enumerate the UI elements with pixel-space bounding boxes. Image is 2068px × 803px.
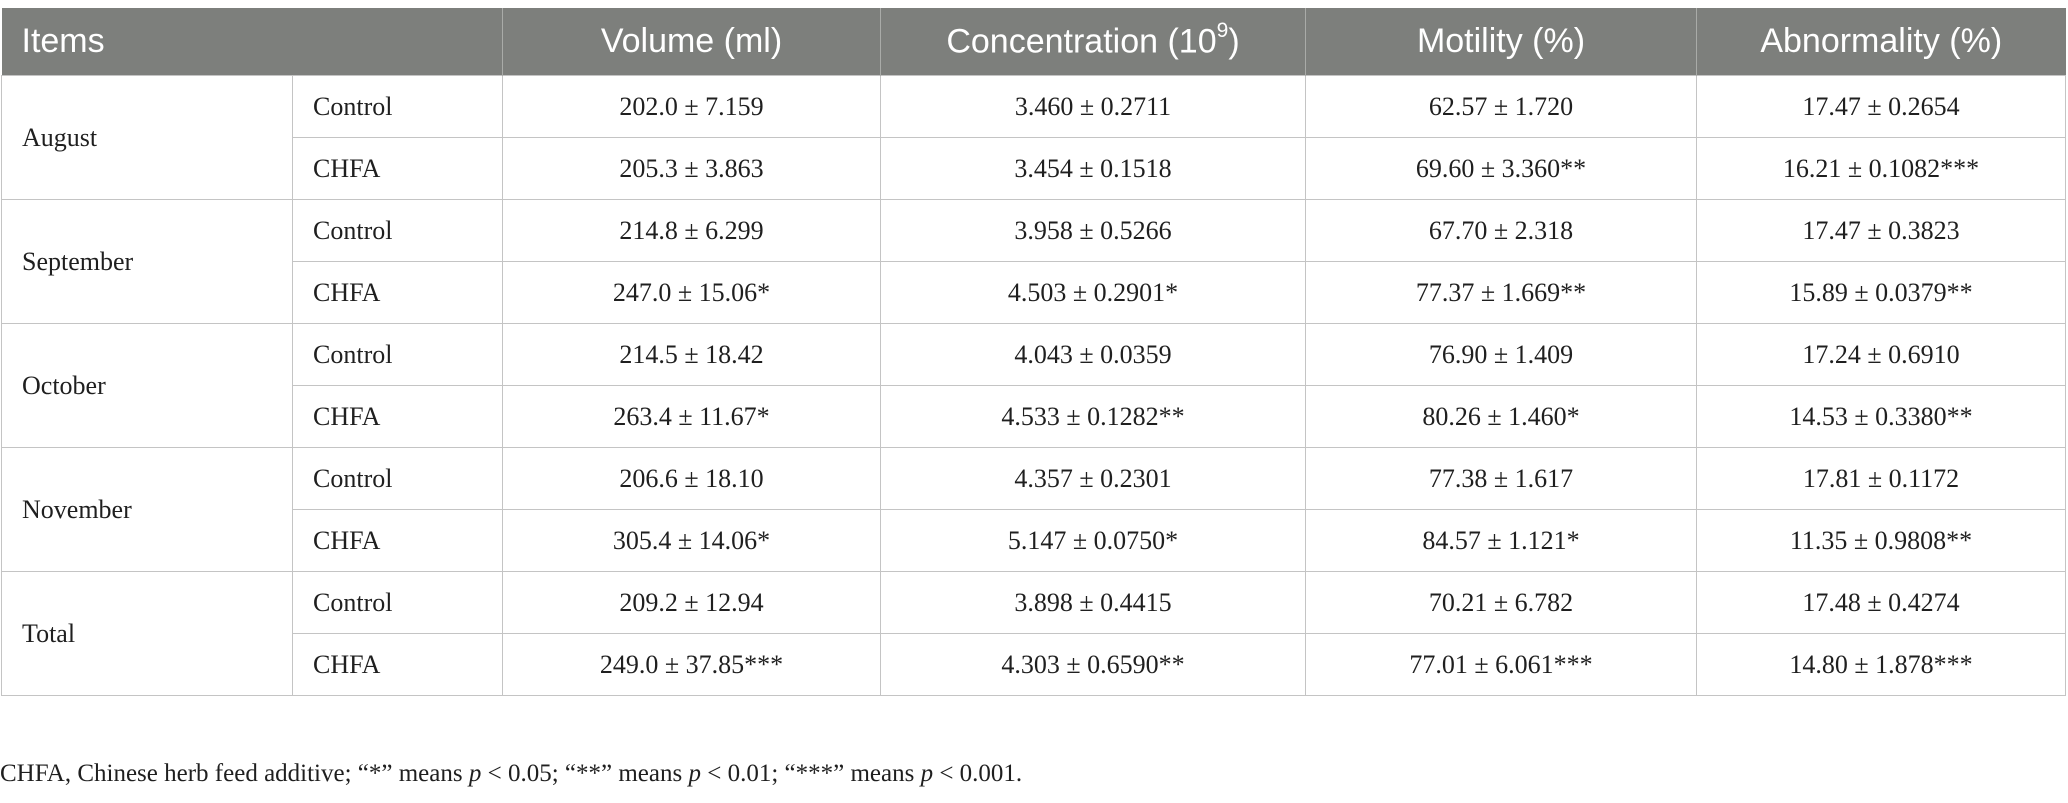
footnote-text-1: CHFA, Chinese herb feed additive; “*” me… [0, 760, 469, 787]
motility-cell: 84.57 ± 1.121* [1305, 509, 1697, 572]
header-motility: Motility (%) [1305, 8, 1697, 76]
concentration-cell: 4.043 ± 0.0359 [880, 323, 1306, 386]
group-cell: Control [292, 75, 503, 138]
motility-cell: 69.60 ± 3.360** [1305, 137, 1697, 200]
concentration-cell: 4.533 ± 0.1282** [880, 385, 1306, 448]
volume-cell: 214.8 ± 6.299 [502, 199, 881, 262]
abnormality-cell: 17.24 ± 0.6910 [1696, 323, 2066, 386]
group-cell: CHFA [292, 261, 503, 324]
month-cell: October [1, 323, 293, 448]
motility-cell: 67.70 ± 2.318 [1305, 199, 1697, 262]
group-cell: CHFA [292, 137, 503, 200]
header-concentration-exponent: 9 [1216, 18, 1229, 42]
month-cell: Total [1, 571, 293, 696]
table-row: October Control 214.5 ± 18.42 4.043 ± 0.… [1, 323, 2066, 448]
concentration-cell: 3.958 ± 0.5266 [880, 199, 1306, 262]
table-row: CHFA 247.0 ± 15.06* 4.503 ± 0.2901* 77.3… [2, 261, 2066, 324]
abnormality-cell: 14.53 ± 0.3380** [1696, 385, 2066, 448]
abnormality-cell: 17.47 ± 0.3823 [1696, 199, 2066, 262]
group-cell: CHFA [292, 385, 503, 448]
abnormality-cell: 17.81 ± 0.1172 [1696, 447, 2066, 510]
volume-cell: 205.3 ± 3.863 [502, 137, 881, 200]
month-cell: September [1, 199, 293, 324]
month-cell: August [1, 75, 293, 200]
motility-cell: 77.38 ± 1.617 [1305, 447, 1697, 510]
footnote-p-2: p [688, 760, 701, 787]
volume-cell: 249.0 ± 37.85*** [502, 633, 881, 696]
table-row: Total Control 209.2 ± 12.94 3.898 ± 0.44… [1, 571, 2066, 696]
volume-cell: 247.0 ± 15.06* [502, 261, 881, 324]
header-concentration-text: Concentration (10 [946, 22, 1217, 61]
month-cell: November [1, 447, 293, 572]
group-cell: CHFA [292, 633, 503, 696]
table-row: November Control 206.6 ± 18.10 4.357 ± 0… [1, 447, 2066, 572]
motility-cell: 70.21 ± 6.782 [1305, 571, 1697, 634]
concentration-cell: 3.898 ± 0.4415 [880, 571, 1306, 634]
motility-cell: 76.90 ± 1.409 [1305, 323, 1697, 386]
group-cell: Control [292, 571, 503, 634]
header-concentration-close: ) [1228, 22, 1240, 61]
group-cell: Control [292, 447, 503, 510]
group-cell: Control [292, 323, 503, 386]
header-abnormality: Abnormality (%) [1696, 8, 2066, 76]
volume-cell: 202.0 ± 7.159 [502, 75, 881, 138]
group-cell: CHFA [292, 509, 503, 572]
table-row: CHFA 205.3 ± 3.863 3.454 ± 0.1518 69.60 … [2, 137, 2066, 200]
abnormality-cell: 14.80 ± 1.878*** [1696, 633, 2066, 696]
footnote-text-3: < 0.01; “***” means [700, 760, 921, 787]
volume-cell: 263.4 ± 11.67* [502, 385, 881, 448]
volume-cell: 214.5 ± 18.42 [502, 323, 881, 386]
motility-cell: 77.37 ± 1.669** [1305, 261, 1697, 324]
abnormality-cell: 17.47 ± 0.2654 [1696, 75, 2066, 138]
table-row: CHFA 249.0 ± 37.85*** 4.303 ± 0.6590** 7… [2, 633, 2066, 696]
volume-cell: 209.2 ± 12.94 [502, 571, 881, 634]
motility-cell: 62.57 ± 1.720 [1305, 75, 1697, 138]
table-row: August Control 202.0 ± 7.159 3.460 ± 0.2… [1, 75, 2066, 200]
header-items: Items [1, 8, 503, 76]
motility-cell: 80.26 ± 1.460* [1305, 385, 1697, 448]
abnormality-cell: 11.35 ± 0.9808** [1696, 509, 2066, 572]
footnote-p-3: p [920, 760, 934, 787]
motility-cell: 77.01 ± 6.061*** [1305, 633, 1697, 696]
abnormality-cell: 15.89 ± 0.0379** [1696, 261, 2066, 324]
concentration-cell: 5.147 ± 0.0750* [880, 509, 1306, 572]
concentration-cell: 4.303 ± 0.6590** [880, 633, 1306, 696]
group-cell: Control [292, 199, 503, 262]
abnormality-cell: 17.48 ± 0.4274 [1696, 571, 2066, 634]
volume-cell: 206.6 ± 18.10 [502, 447, 881, 510]
footnote-text-2: < 0.05; “**” means [481, 760, 689, 787]
header-concentration: Concentration (109) [880, 8, 1306, 76]
volume-cell: 305.4 ± 14.06* [502, 509, 881, 572]
concentration-cell: 3.454 ± 0.1518 [880, 137, 1306, 200]
results-table: Items Volume (ml) Concentration (109) Mo… [1, 8, 2066, 696]
footnote-p-1: p [468, 760, 482, 787]
table-footnote: CHFA, Chinese herb feed additive; “*” me… [0, 760, 1022, 788]
footnote-text-4: < 0.001. [933, 760, 1023, 787]
header-row: Items Volume (ml) Concentration (109) Mo… [1, 8, 2066, 76]
table-row: CHFA 263.4 ± 11.67* 4.533 ± 0.1282** 80.… [2, 385, 2066, 448]
abnormality-cell: 16.21 ± 0.1082*** [1696, 137, 2066, 200]
concentration-cell: 4.503 ± 0.2901* [880, 261, 1306, 324]
header-volume: Volume (ml) [502, 8, 881, 76]
concentration-cell: 3.460 ± 0.2711 [880, 75, 1306, 138]
table-row: September Control 214.8 ± 6.299 3.958 ± … [1, 199, 2066, 324]
table-row: CHFA 305.4 ± 14.06* 5.147 ± 0.0750* 84.5… [2, 509, 2066, 572]
concentration-cell: 4.357 ± 0.2301 [880, 447, 1306, 510]
